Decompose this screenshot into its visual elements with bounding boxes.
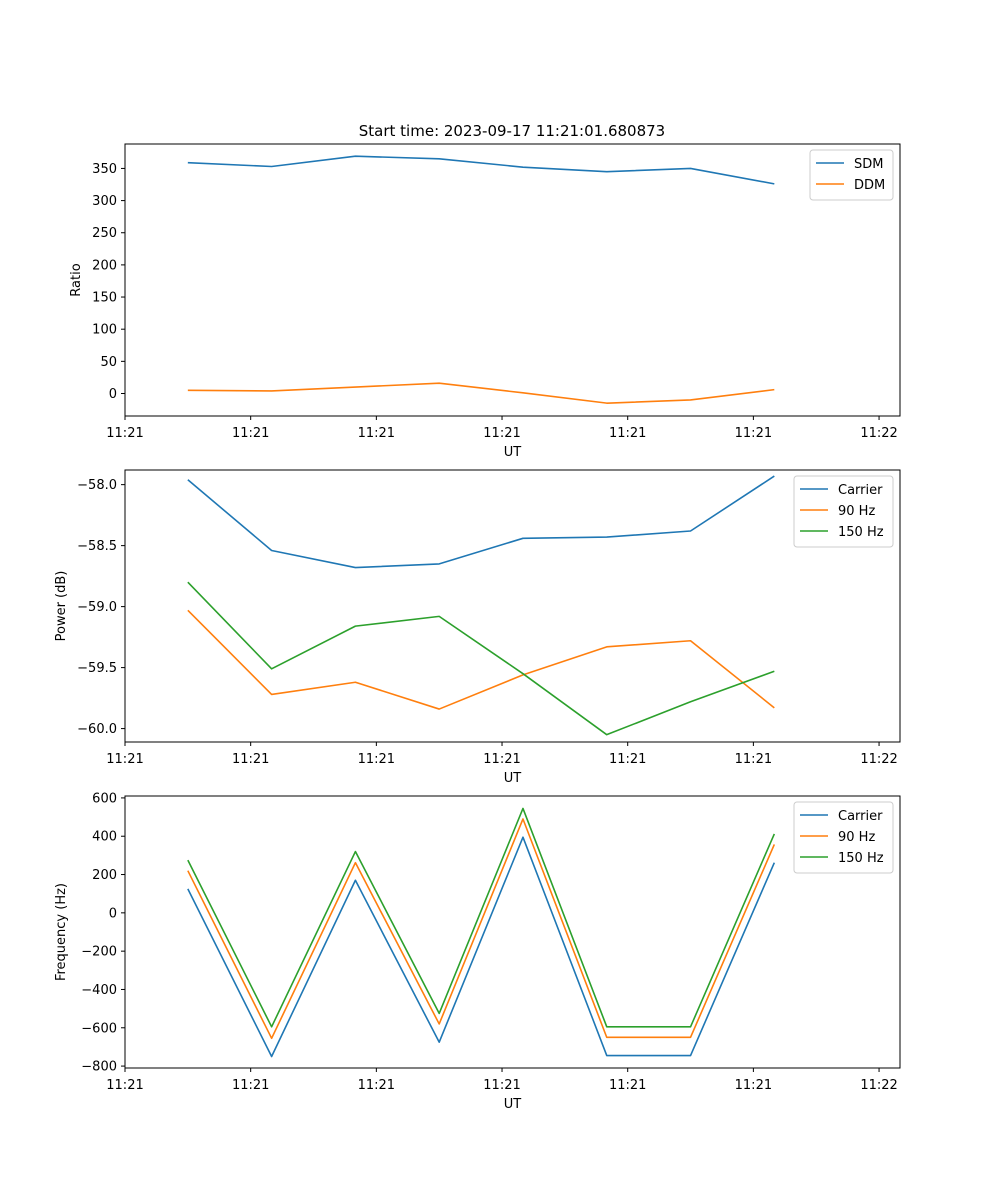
frequency-y-tick-label: −600 <box>81 1021 117 1036</box>
ratio-x-tick-label: 11:21 <box>735 426 772 441</box>
ratio-x-tick-label: 11:21 <box>483 426 520 441</box>
ratio-y-tick-label: 200 <box>92 258 117 273</box>
frequency-x-tick-label: 11:21 <box>609 1078 646 1093</box>
frequency-y-tick-label: −200 <box>81 945 117 960</box>
power-legend: Carrier 90 Hz 150 Hz <box>793 475 894 548</box>
power-y-tick-label: −60.0 <box>77 722 117 737</box>
ratio-y-tick-label: 300 <box>92 194 117 209</box>
figure-title: Start time: 2023-09-17 11:21:01.680873 <box>359 122 665 140</box>
frequency-series-90-hz-line <box>187 818 776 1040</box>
frequency-x-tick-label: 11:21 <box>106 1078 143 1093</box>
frequency-y-tick-label: 400 <box>92 830 117 845</box>
ratio-y-tick-label: 0 <box>109 387 117 402</box>
ratio-legend-label: DDM <box>854 178 885 193</box>
power-x-axis-label: UT <box>504 771 522 786</box>
ratio-x-tick-label: 11:21 <box>609 426 646 441</box>
power-x-tick-label: 11:21 <box>232 752 269 767</box>
power-x-tick-label: 11:21 <box>483 752 520 767</box>
power-legend-label: Carrier <box>838 483 883 498</box>
power-series-90-hz-line <box>187 609 775 710</box>
power-x-tick-label: 11:21 <box>106 752 143 767</box>
power-y-axis-label: Power (dB) <box>54 571 69 642</box>
ratio-x-tick-label: 11:22 <box>860 426 897 441</box>
power-x-tick-label: 11:21 <box>735 752 772 767</box>
power-y-tick-label: −58.0 <box>77 478 117 493</box>
frequency-x-tick-label: 11:21 <box>358 1078 395 1093</box>
frequency-y-tick-label: 200 <box>92 868 117 883</box>
power-legend-label: 90 Hz <box>838 504 875 519</box>
frequency-legend-label: 90 Hz <box>838 830 875 845</box>
power-y-tick-label: −58.5 <box>77 539 117 554</box>
ratio-y-tick-label: 50 <box>100 355 117 370</box>
power-series-carrier-line <box>187 475 775 569</box>
frequency-y-tick-label: −400 <box>81 983 117 998</box>
power-y-tick-label: −59.0 <box>77 600 117 615</box>
power-x-tick-label: 11:21 <box>609 752 646 767</box>
power-legend-label: 150 Hz <box>838 525 884 540</box>
frequency-legend-box <box>793 801 894 874</box>
frequency-legend-label: 150 Hz <box>838 851 884 866</box>
ratio-x-tick-label: 11:21 <box>232 426 269 441</box>
ratio-y-tick-label: 100 <box>92 323 117 338</box>
frequency-panel: 11:21 11:21 11:21 11:21 11:21 11:21 11:22 600 40… <box>54 791 901 1112</box>
power-panel: 11:21 11:21 11:21 11:21 11:21 11:21 11:22 −58.0… <box>54 469 901 786</box>
frequency-x-axis-label: UT <box>504 1097 522 1112</box>
frequency-x-tick-label: 11:21 <box>735 1078 772 1093</box>
power-legend-box <box>793 475 894 548</box>
frequency-y-tick-label: −800 <box>81 1060 117 1075</box>
frequency-series-150-hz-line <box>187 807 776 1028</box>
ratio-x-tick-label: 11:21 <box>358 426 395 441</box>
ratio-y-tick-label: 150 <box>92 291 117 306</box>
ratio-legend: SDM DDM <box>809 149 894 201</box>
frequency-axes-frame <box>124 795 901 1069</box>
frequency-x-tick-label: 11:22 <box>860 1078 897 1093</box>
frequency-y-tick-label: 0 <box>109 906 117 921</box>
ratio-y-tick-label: 350 <box>92 162 117 177</box>
ratio-panel: 11:21 11:21 11:21 11:21 11:21 11:21 11:22 0 50 10… <box>69 143 901 460</box>
power-x-tick-label: 11:21 <box>358 752 395 767</box>
ratio-legend-label: SDM <box>854 157 883 172</box>
ratio-axes-frame <box>124 143 901 417</box>
frequency-x-tick-label: 11:21 <box>232 1078 269 1093</box>
power-axes-frame <box>124 469 901 743</box>
power-x-tick-label: 11:22 <box>860 752 897 767</box>
frequency-legend-label: Carrier <box>838 809 883 824</box>
ratio-y-axis-label: Ratio <box>69 263 84 296</box>
ratio-series-sdm-line <box>187 155 775 185</box>
frequency-y-tick-label: 600 <box>92 791 117 806</box>
power-y-tick-label: −59.5 <box>77 661 117 676</box>
frequency-y-axis-label: Frequency (Hz) <box>54 883 69 981</box>
frequency-series-carrier-line <box>187 836 776 1058</box>
frequency-legend: Carrier 90 Hz 150 Hz <box>793 801 894 874</box>
power-series-150-hz-line <box>187 581 775 736</box>
ratio-x-tick-label: 11:21 <box>106 426 143 441</box>
ratio-x-axis-label: UT <box>504 445 522 460</box>
ratio-series-ddm-line <box>187 382 775 404</box>
frequency-x-tick-label: 11:21 <box>483 1078 520 1093</box>
ratio-y-tick-label: 250 <box>92 226 117 241</box>
